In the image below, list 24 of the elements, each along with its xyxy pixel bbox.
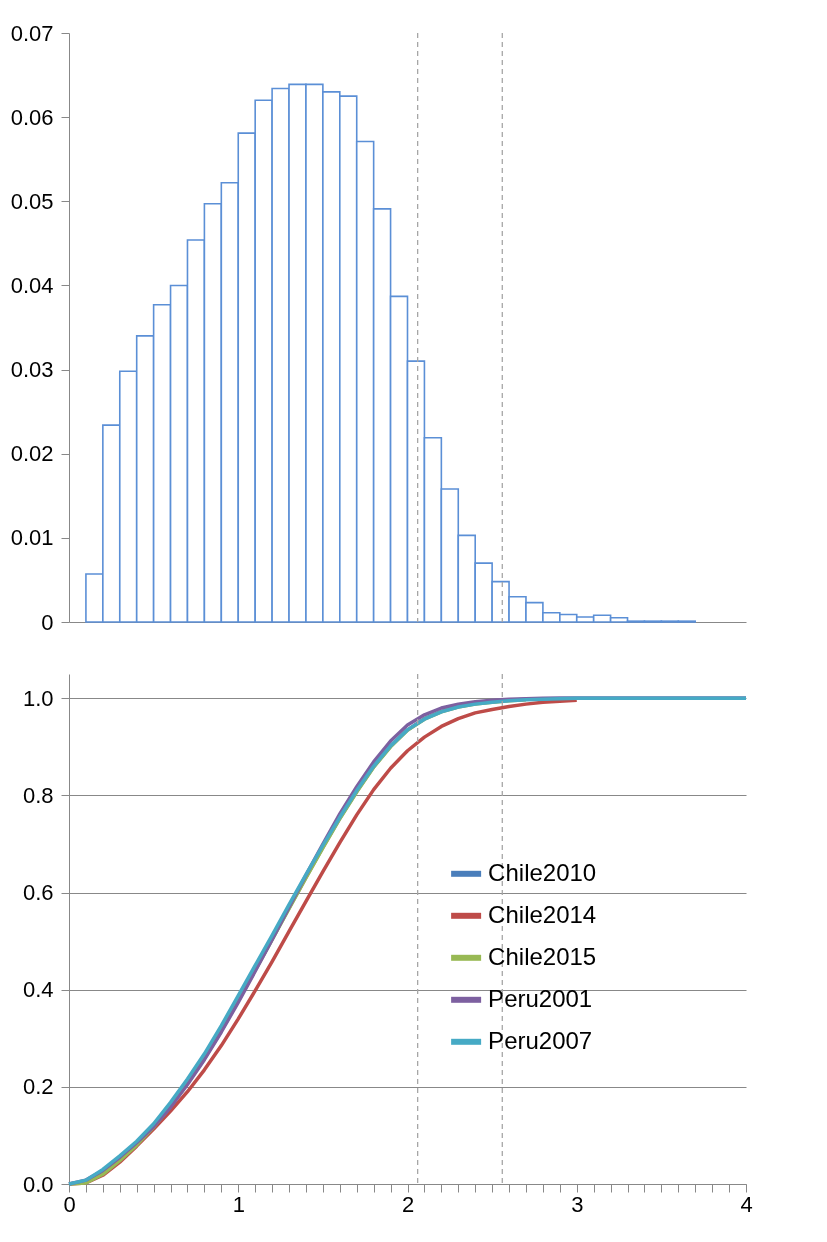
y-tick-label: 0.0 [22,1171,54,1197]
y-tick-label: 0.03 [10,357,54,383]
y-tick-label: 0.07 [10,20,54,46]
y-tick-label: 1.0 [22,685,54,711]
legend-label: Chile2014 [488,900,597,928]
y-tick-label: 0.05 [10,188,54,214]
x-tick-label: 3 [571,1191,584,1217]
y-tick-label: 0.01 [10,525,54,551]
y-tick-label: 0.02 [10,441,54,467]
y-tick-label: 0.06 [10,104,54,130]
legend-label: Chile2015 [488,942,597,970]
legend-label: Peru2007 [488,1026,593,1054]
y-tick-label: 0.2 [22,1074,54,1100]
y-tick-label: 0.4 [22,977,54,1003]
x-tick-label: 0 [63,1191,76,1217]
y-tick-label: 0.6 [22,880,54,906]
x-tick-label: 2 [401,1191,415,1217]
x-tick-label: 4 [740,1191,753,1217]
y-tick-label: 0 [41,609,54,635]
y-tick-label: 0.04 [10,272,54,298]
y-tick-label: 0.8 [22,782,54,808]
legend-label: Chile2010 [488,858,597,886]
x-tick-label: 1 [232,1191,245,1217]
legend-label: Peru2001 [488,984,593,1012]
